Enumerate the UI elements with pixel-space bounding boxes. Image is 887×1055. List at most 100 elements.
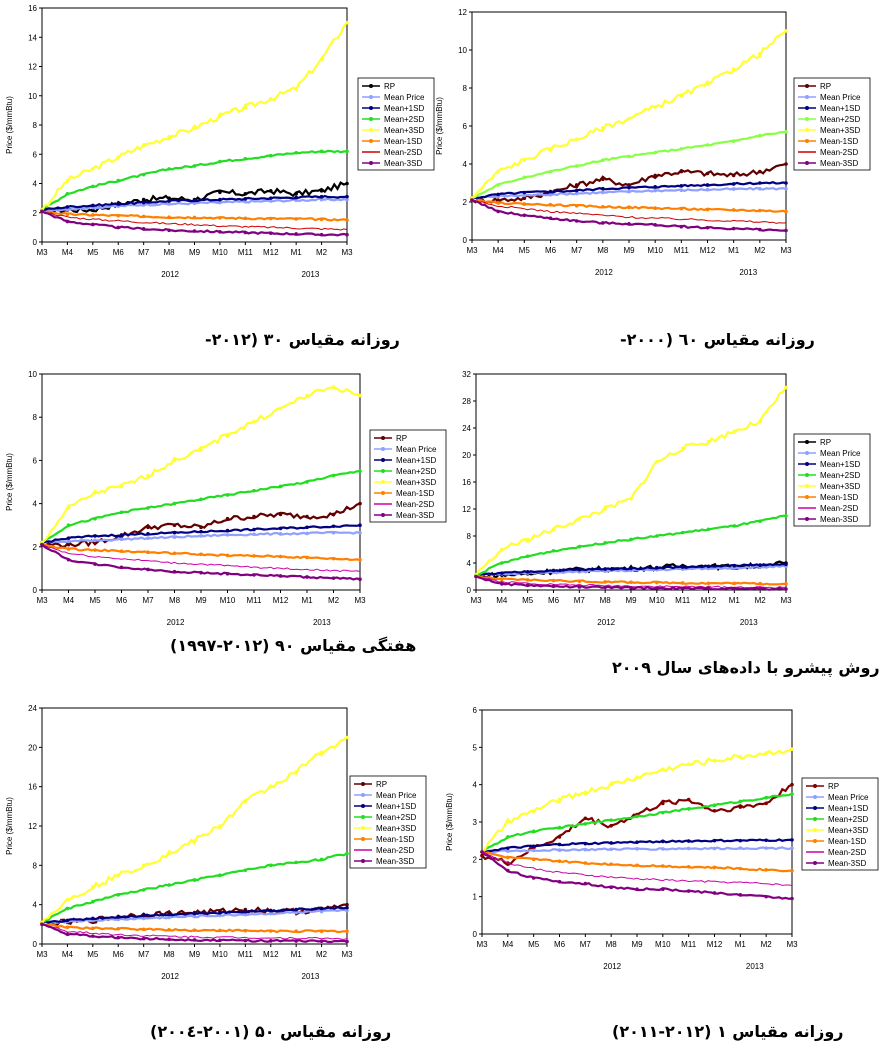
data-point <box>65 932 70 936</box>
data-point <box>758 519 762 523</box>
data-point <box>500 577 504 581</box>
series-mean-2sd <box>41 210 348 231</box>
data-point <box>680 581 685 585</box>
legend-label: Mean+1SD <box>376 802 416 811</box>
y-tick-label: 1 <box>473 893 478 902</box>
data-point <box>531 876 536 880</box>
data-point <box>609 841 613 845</box>
data-point <box>661 887 665 891</box>
data-point <box>738 866 743 871</box>
data-point <box>252 527 256 532</box>
x-year-label: 2012 <box>161 972 179 981</box>
data-point <box>268 908 273 913</box>
data-point <box>609 847 613 852</box>
y-tick-label: 14 <box>28 33 37 42</box>
x-tick-label: M6 <box>116 596 128 605</box>
legend-label: Mean-1SD <box>820 137 858 146</box>
data-point <box>331 556 336 561</box>
data-point <box>506 868 510 873</box>
legend-label: Mean Price <box>828 793 869 802</box>
legend-label: Mean+3SD <box>384 126 424 135</box>
x-tick-label: M8 <box>600 596 612 605</box>
y-tick-label: 2 <box>33 543 38 552</box>
data-point <box>268 196 273 200</box>
data-point <box>525 583 530 588</box>
x-tick-label: M3 <box>36 248 48 257</box>
legend-box <box>357 77 435 171</box>
data-point <box>93 538 97 543</box>
legend-label: Mean+1SD <box>820 104 860 113</box>
legend-label: Mean Price <box>820 449 861 458</box>
data-point <box>712 758 717 763</box>
data-point <box>627 222 631 226</box>
data-point <box>506 855 510 860</box>
chart-caption-5: روزانه مقیاس ۱ (۲۰۱۲-۲۰۱۱) <box>612 1022 844 1041</box>
y-tick-label: 6 <box>473 706 478 715</box>
data-point <box>764 795 768 800</box>
y-tick-label: 0 <box>463 236 468 245</box>
series-line <box>471 199 787 232</box>
data-point <box>319 750 324 755</box>
plot-frame <box>481 709 793 935</box>
data-point <box>358 577 362 581</box>
data-point <box>705 183 710 187</box>
data-point <box>91 899 95 904</box>
series-line <box>41 544 361 573</box>
x-tick-label: M1 <box>291 248 303 257</box>
data-point <box>218 824 222 828</box>
data-point <box>738 838 743 843</box>
data-point <box>635 840 639 844</box>
x-tick-label: M6 <box>113 248 125 257</box>
data-point <box>784 129 788 134</box>
y-tick-label: 4 <box>467 559 472 568</box>
data-point <box>790 846 794 850</box>
data-point <box>603 567 607 571</box>
data-point <box>358 557 362 562</box>
data-point <box>294 232 298 236</box>
x-tick-label: M6 <box>554 940 566 949</box>
y-tick-label: 2 <box>473 855 478 864</box>
data-point <box>661 864 665 868</box>
data-point <box>705 82 710 86</box>
legend-label: RP <box>820 438 831 447</box>
data-point <box>294 86 298 91</box>
data-point <box>192 938 197 942</box>
data-point <box>65 178 70 183</box>
y-tick-label: 10 <box>28 370 37 379</box>
x-tick-label: M4 <box>62 950 74 959</box>
data-point <box>345 181 349 186</box>
data-point <box>167 202 171 206</box>
data-point <box>225 516 230 521</box>
y-tick-label: 24 <box>28 704 37 713</box>
data-point <box>731 67 736 71</box>
data-point <box>331 473 336 478</box>
x-tick-label: M7 <box>142 596 154 605</box>
chart-svg-3: 0 4 8 12 16 20 24 28 32 M3 M4 M5 M6 M7 M8 M9 M10 M11 M12 M1… <box>462 370 871 627</box>
x-tick-label: M5 <box>528 940 540 949</box>
data-point <box>252 554 256 558</box>
legend-marker <box>361 826 365 830</box>
data-point <box>655 580 659 585</box>
data-point <box>731 173 736 178</box>
data-point <box>574 219 579 223</box>
data-point <box>574 137 579 142</box>
data-point <box>603 507 607 511</box>
series-mean-3sd <box>40 209 349 237</box>
data-point <box>525 569 530 574</box>
x-tick-label: M11 <box>238 248 254 257</box>
data-point <box>305 531 309 536</box>
y-tick-label: 28 <box>462 397 471 406</box>
x-tick-label: M12 <box>700 246 716 255</box>
legend-label: Mean+3SD <box>396 478 436 487</box>
data-point <box>172 458 177 463</box>
data-point <box>192 229 197 233</box>
data-point <box>583 861 588 865</box>
data-point <box>91 916 95 921</box>
data-point <box>66 523 71 527</box>
x-tick-label: M11 <box>675 596 691 605</box>
data-point <box>167 937 171 942</box>
data-point <box>758 419 762 424</box>
series-line <box>481 850 793 873</box>
x-tick-label: M5 <box>89 596 101 605</box>
data-point <box>192 928 197 933</box>
